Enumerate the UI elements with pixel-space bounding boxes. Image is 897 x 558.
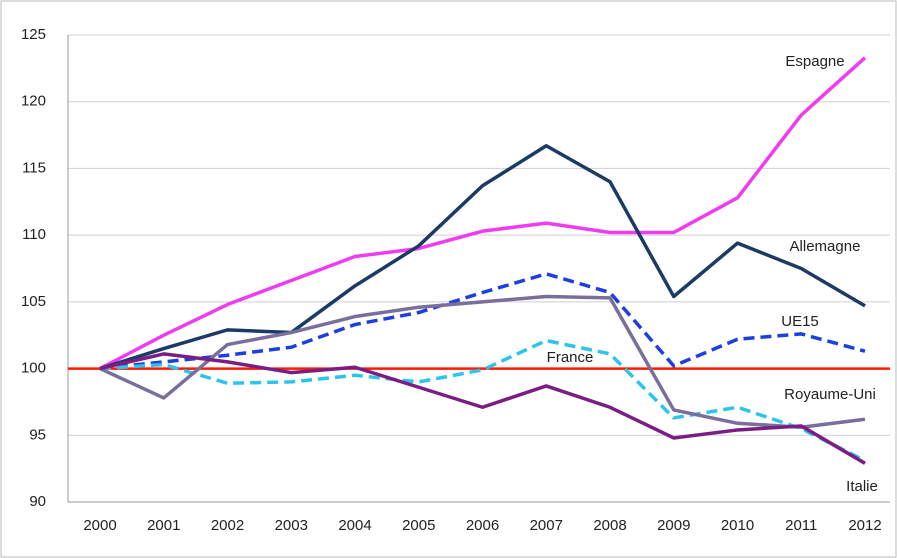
y-tick-label: 110	[22, 226, 46, 243]
x-tick-label: 2006	[466, 517, 499, 534]
x-tick-label: 2009	[657, 517, 690, 534]
series-label: Espagne	[785, 53, 844, 70]
y-tick-label: 90	[29, 493, 46, 510]
x-tick-label: 2008	[593, 517, 626, 534]
series-line	[99, 56, 867, 371]
x-tick-label: 2010	[721, 517, 754, 534]
x-tick-label: 2005	[402, 517, 435, 534]
series-label: Italie	[846, 478, 878, 495]
series-label: France	[547, 349, 594, 366]
y-tick-label: 115	[22, 159, 46, 176]
x-tick-label: 2007	[530, 517, 563, 534]
series-label: UE15	[781, 313, 819, 330]
series-line	[99, 294, 866, 430]
series-label: Allemagne	[790, 238, 861, 255]
y-tick-label: 95	[29, 426, 46, 443]
series-label: Royaume-Uni	[784, 386, 876, 403]
x-tick-label: 2012	[848, 517, 881, 534]
y-tick-label: 100	[21, 360, 46, 377]
y-tick-label: 105	[21, 293, 46, 310]
x-tick-label: 2001	[147, 517, 180, 534]
x-tick-label: 2000	[83, 517, 116, 534]
x-tick-label: 2003	[275, 517, 308, 534]
y-tick-label: 125	[21, 26, 46, 43]
x-tick-label: 2004	[338, 517, 371, 534]
x-tick-label: 2002	[211, 517, 244, 534]
y-tick-label: 120	[21, 93, 46, 110]
x-tick-label: 2011	[785, 517, 817, 534]
series-line	[99, 352, 866, 465]
series-line	[99, 143, 866, 371]
series-line	[99, 272, 866, 371]
